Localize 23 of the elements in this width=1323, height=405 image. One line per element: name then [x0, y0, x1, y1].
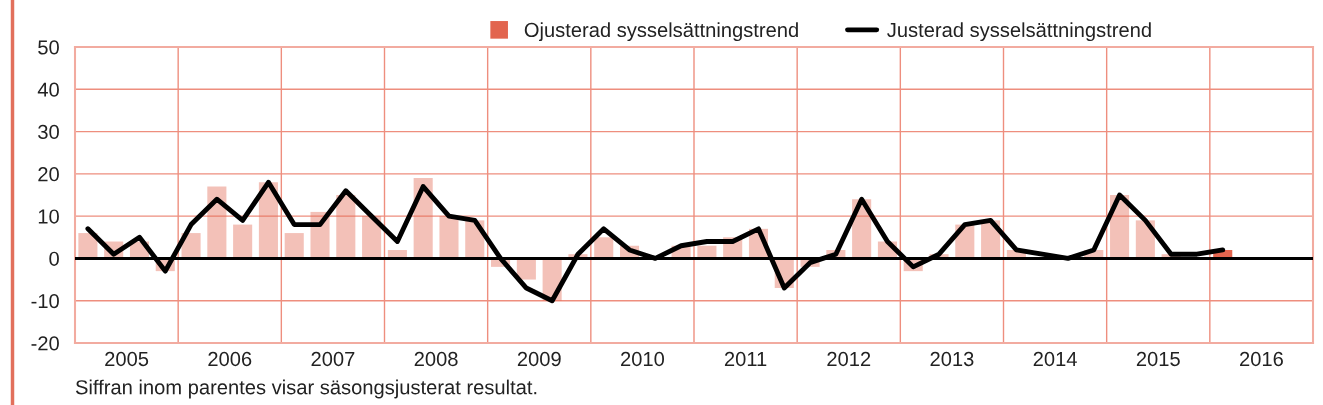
y-tick-label: 20 [38, 167, 59, 182]
x-tick-label: 2006 [208, 351, 252, 367]
x-tick-label: 2014 [1033, 351, 1077, 367]
text: Siffran inom parentes visar säsongsjusterat resultat. [75, 379, 537, 399]
x-tick-label: 2012 [827, 351, 871, 367]
x-tick-label: 2007 [311, 351, 355, 367]
y-tick-label: 30 [38, 124, 59, 140]
y-tick-label: -20 [31, 336, 59, 351]
x-tick-label: 2011 [724, 351, 767, 367]
y-tick-label: 10 [38, 209, 59, 224]
y-tick-label: 50 [38, 40, 59, 55]
y-tick-label: 0 [49, 251, 59, 266]
x-tick-label: 2015 [1136, 351, 1180, 367]
x-tick-label: 2010 [621, 351, 665, 367]
x-tick-label: 2013 [930, 351, 974, 367]
x-tick-label: 2005 [105, 351, 149, 367]
x-tick-label: 2008 [414, 351, 458, 367]
x-tick-label: 2009 [517, 351, 561, 367]
x-tick-label: 2016 [1240, 351, 1283, 367]
legend-label: Justerad sysselsättningstrend [887, 22, 1151, 42]
legend-label: Ojusterad sysselsättningstrend [524, 22, 798, 42]
y-tick-label: 40 [37, 82, 59, 97]
y-tick-label: -10 [31, 293, 59, 309]
